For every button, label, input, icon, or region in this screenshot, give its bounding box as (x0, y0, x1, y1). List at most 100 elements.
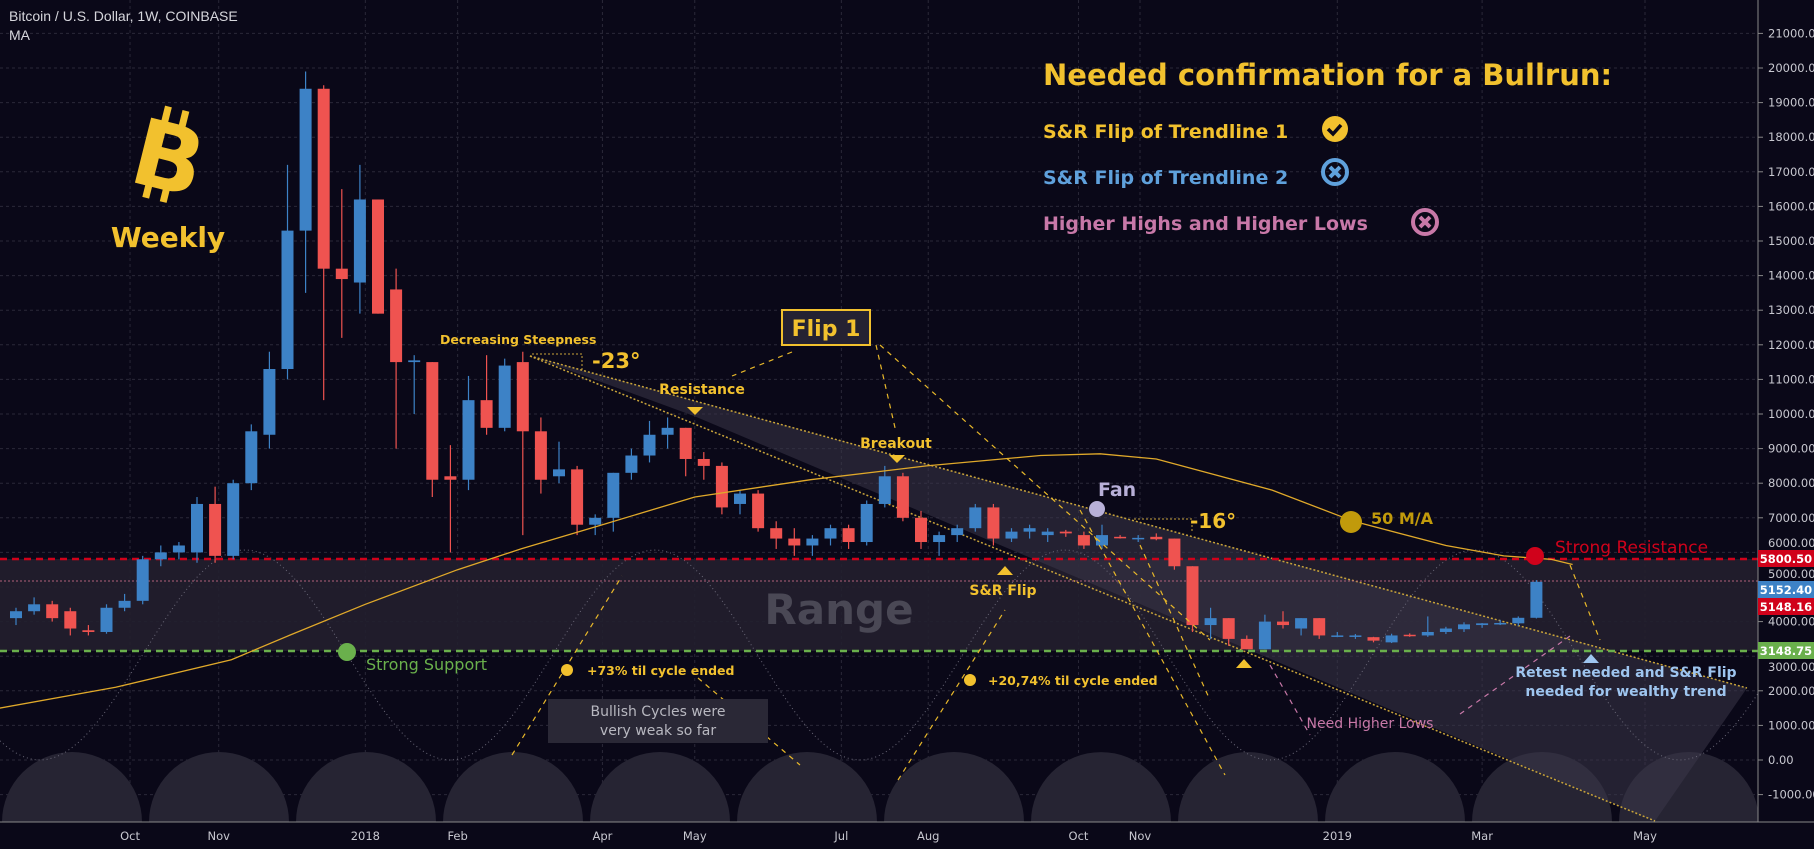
candle (408, 355, 421, 414)
candle (426, 362, 439, 498)
cycle-arc (884, 752, 1024, 822)
y-tick-label: 7000.00 (1768, 511, 1814, 525)
candle (1114, 535, 1127, 539)
cycle-arc (1325, 752, 1465, 822)
candle (534, 417, 547, 494)
candle (136, 555, 149, 605)
svg-text:5800.50: 5800.50 (1760, 552, 1812, 566)
candle-body (1005, 531, 1018, 539)
cycle-arcs (2, 752, 1759, 822)
candle (100, 604, 113, 634)
sr-flip-label: S&R Flip (969, 583, 1036, 599)
symbol-title[interactable]: Bitcoin / U.S. Dollar, 1W, COINBASE (9, 8, 238, 24)
candle (172, 542, 185, 560)
candle (661, 417, 674, 449)
candle (154, 545, 167, 567)
candle-body (1150, 536, 1163, 540)
candle-body (498, 365, 511, 428)
candle-body (1385, 635, 1398, 643)
candle-body (553, 469, 565, 477)
price-label-support: 3148.75 (1758, 642, 1814, 659)
candle (1059, 529, 1072, 537)
candle-body (1096, 535, 1108, 546)
fan-label: Fan (1098, 479, 1136, 501)
candle (335, 189, 348, 338)
candle-body (1439, 628, 1452, 632)
x-tick-label: 2019 (1323, 829, 1352, 843)
candle (480, 355, 493, 435)
candle-body (860, 503, 873, 543)
candle (715, 462, 728, 515)
y-tick-label: 8000.00 (1768, 476, 1814, 490)
decreasing-steepness-label: Decreasing Steepness (440, 332, 596, 347)
candle-body (1240, 638, 1253, 650)
candle-body (679, 427, 692, 459)
triangle-up-icon (997, 566, 1013, 575)
candle-body (444, 476, 457, 480)
candle (951, 524, 964, 543)
x-circle-icon (1411, 208, 1439, 236)
candle-body (390, 289, 403, 363)
candle (1277, 611, 1289, 629)
candle-body (64, 611, 77, 629)
y-tick-label: 0.00 (1768, 753, 1794, 767)
checklist-item-3: Higher Highs and Higher Lows (1043, 213, 1368, 235)
candle (1530, 580, 1543, 619)
price-label-resistance: 5800.50 (1758, 550, 1814, 567)
candle-body (842, 528, 855, 543)
price-axis[interactable]: -1000.00 0.00 1000.00 2000.00 3000.00 4000.00… (1758, 26, 1814, 802)
candle-body (534, 431, 547, 480)
higher-lows-arrows (1269, 635, 1571, 736)
breakout-label: Breakout (860, 436, 932, 452)
candle-body (1168, 538, 1181, 567)
bullish-note-line2: very weak so far (600, 723, 716, 739)
time-axis[interactable]: Oct Nov 2018 Feb Apr May Jul Aug Oct Nov 2019 Mar Ma… (120, 829, 1657, 843)
candle-body (824, 528, 837, 539)
cycle-arc (737, 752, 877, 822)
candle-body (1077, 535, 1090, 546)
candle (299, 71, 312, 293)
candle-body (1186, 566, 1199, 626)
candle-body (408, 360, 421, 363)
candle (498, 358, 511, 432)
cycle-arc (296, 752, 436, 822)
flip1-box (781, 309, 871, 346)
y-tick-label: 16000.00 (1768, 199, 1814, 213)
candle (1494, 619, 1507, 626)
y-tick-label: 14000.00 (1768, 269, 1814, 283)
candle (734, 490, 746, 515)
candle (1512, 616, 1525, 626)
cycle-arc (1031, 752, 1171, 822)
candle-body (933, 535, 946, 543)
range-label: Range (764, 585, 913, 634)
candle (824, 524, 837, 546)
cycle-arc (590, 752, 730, 822)
candle-body (136, 559, 149, 601)
candle-body (1258, 621, 1271, 650)
candle-body (571, 469, 584, 525)
candle (390, 268, 403, 449)
x-tick-label: Apr (592, 829, 612, 843)
bullish-note-box (548, 699, 768, 743)
support-marker (338, 643, 356, 661)
x-tick-label: Oct (1069, 829, 1089, 843)
candle-body (1494, 622, 1507, 625)
angle-marker-2 (1134, 518, 1193, 533)
candle-body (1041, 531, 1054, 536)
cycle1-label: +73% til cycle ended (587, 663, 734, 678)
candle (697, 452, 710, 480)
candle-body (100, 607, 113, 632)
cycle-arc (1178, 752, 1318, 822)
x-tick-label: Feb (447, 829, 467, 843)
candle-body (715, 465, 728, 508)
x-tick-label: May (1633, 829, 1657, 843)
y-tick-label: 21000.00 (1768, 26, 1814, 40)
indicator-legend[interactable]: MA (9, 27, 30, 43)
cycle-arc (443, 752, 583, 822)
candle-body (10, 611, 22, 619)
price-axis-bg (1758, 0, 1814, 849)
candle (263, 351, 276, 449)
candle (1222, 618, 1235, 646)
candle (806, 535, 819, 556)
